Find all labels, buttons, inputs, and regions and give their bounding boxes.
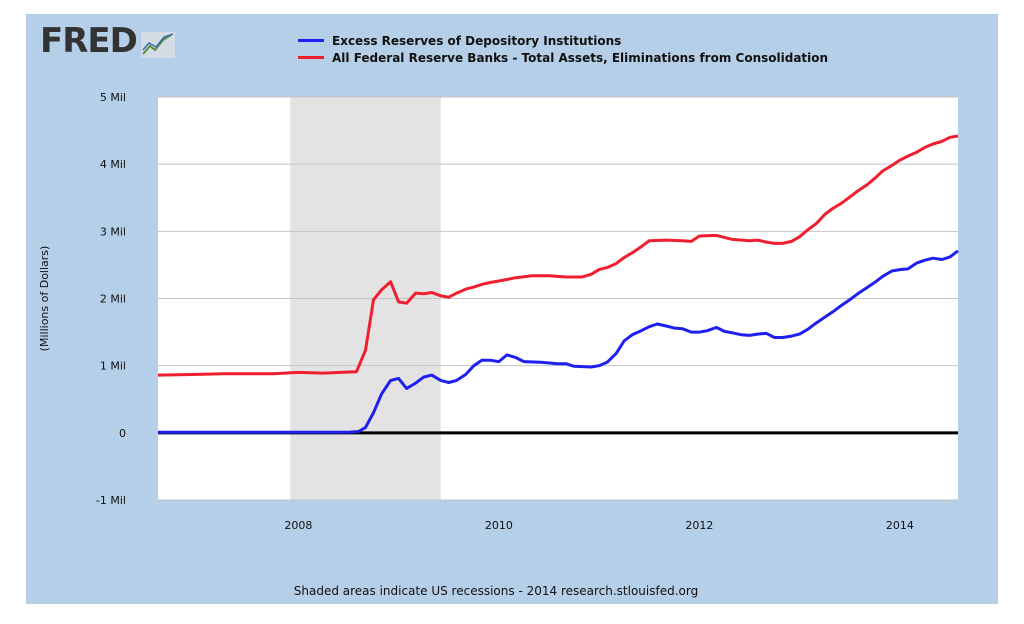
x-tick-label: 2014: [886, 519, 914, 532]
logo-text: FRED: [40, 21, 138, 61]
y-tick-label: -1 Mil: [96, 494, 126, 507]
y-tick-label: 4 Mil: [100, 158, 126, 171]
fred-logo: FRED: [40, 24, 175, 58]
y-tick-label: 0: [119, 427, 126, 440]
series-line: [157, 134, 959, 377]
series-line: [158, 249, 959, 434]
y-tick-label: 2 Mil: [100, 293, 126, 306]
y-tick-label: 1 Mil: [100, 360, 126, 373]
chart-legend: Excess Reserves of Depository Institutio…: [298, 32, 828, 66]
x-tick-label: 2008: [284, 519, 312, 532]
y-tick-label: 5 Mil: [100, 91, 126, 104]
trend-chart-icon: [140, 32, 175, 58]
y-axis-label: (Millions of Dollars): [38, 246, 51, 352]
x-tick-label: 2010: [485, 519, 513, 532]
legend-item-excess-reserves[interactable]: Excess Reserves of Depository Institutio…: [298, 32, 828, 49]
legend-swatch-red: [298, 56, 324, 59]
recession-footnote: Shaded areas indicate US recessions - 20…: [293, 584, 699, 598]
legend-label: Excess Reserves of Depository Institutio…: [332, 33, 622, 48]
y-tick-label: 3 Mil: [100, 225, 126, 238]
line-chart: 5 Mil 4 Mil 3 Mil 2 Mil 1 Mil 0 -1 Mil 2008 2010…: [38, 91, 959, 532]
x-tick-label: 2012: [685, 519, 713, 532]
chart-frame: FRED Excess Reserves of Depository Insti…: [26, 14, 998, 604]
legend-label: All Federal Reserve Banks - Total Assets…: [332, 50, 829, 65]
legend-swatch-blue: [298, 39, 324, 42]
legend-item-total-assets[interactable]: All Federal Reserve Banks - Total Assets…: [298, 49, 828, 66]
